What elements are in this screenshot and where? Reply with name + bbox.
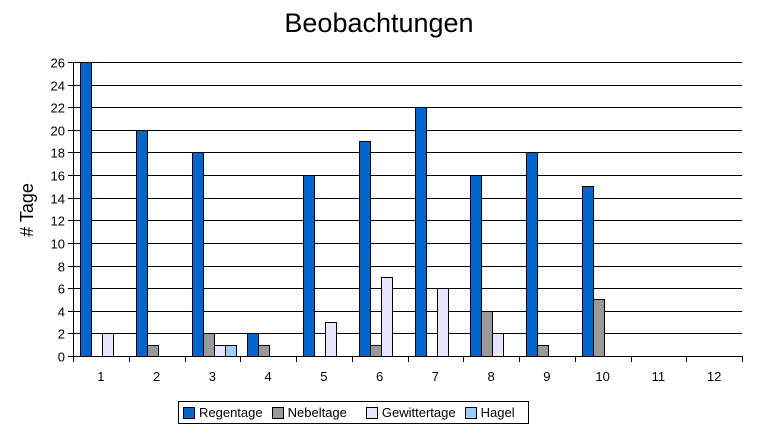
- bar-gewittertage-6: [381, 277, 393, 357]
- bar-gewittertage-1: [102, 333, 114, 357]
- bar-hagel-3: [225, 345, 237, 357]
- x-tick-label: 12: [707, 369, 721, 384]
- y-tick-label: 14: [51, 192, 65, 207]
- bar-regentage-4: [247, 333, 259, 357]
- bar-gewittertage-8: [492, 333, 504, 357]
- legend-item-hagel: Hagel: [464, 405, 515, 420]
- bar-regentage-10: [582, 186, 594, 357]
- y-tick-label: 10: [51, 237, 65, 252]
- x-tick-label: 7: [432, 369, 439, 384]
- legend-swatch: [183, 406, 195, 419]
- bar-gewittertage-5: [325, 322, 337, 357]
- legend-label: Gewittertage: [381, 405, 456, 420]
- bar-nebeltage-3: [203, 333, 215, 357]
- legend-swatch: [365, 406, 378, 419]
- bar-nebeltage-4: [258, 345, 270, 357]
- bar-regentage-8: [470, 175, 482, 357]
- y-tick-label: 12: [51, 214, 65, 229]
- y-tick-label: 16: [51, 169, 65, 184]
- bar-nebeltage-10: [593, 299, 605, 357]
- x-tick-label: 2: [153, 369, 160, 384]
- y-tick-label: 20: [51, 124, 65, 139]
- bar-regentage-5: [303, 175, 315, 357]
- legend-item-regentage: Regentage: [183, 405, 263, 420]
- legend-label: Hagel: [480, 405, 515, 420]
- x-tick-label: 3: [209, 369, 216, 384]
- y-tick-label: 22: [51, 101, 65, 116]
- legend-label: Nebeltage: [287, 405, 347, 420]
- bar-regentage-9: [526, 152, 538, 357]
- bar-nebeltage-9: [537, 345, 549, 357]
- legend-swatch: [464, 406, 477, 419]
- bar-regentage-1: [80, 62, 92, 357]
- bar-regentage-7: [415, 107, 427, 357]
- chart-title: Beobachtungen: [284, 8, 474, 38]
- x-tick-label: 5: [320, 369, 327, 384]
- y-tick-label: 0: [58, 350, 65, 365]
- legend-item-gewittertage: Gewittertage: [365, 405, 456, 420]
- bar-nebeltage-2: [147, 345, 159, 357]
- x-tick-label: 10: [595, 369, 609, 384]
- x-tick-label: 1: [97, 369, 104, 384]
- y-tick-label: 24: [51, 79, 65, 94]
- y-tick-label: 4: [58, 305, 65, 320]
- y-tick-label: 26: [51, 56, 65, 71]
- bar-nebeltage-8: [481, 311, 493, 357]
- bar-gewittertage-3: [214, 345, 226, 357]
- x-tick-label: 6: [376, 369, 383, 384]
- legend-swatch: [271, 406, 284, 419]
- bar-gewittertage-7: [437, 288, 449, 357]
- y-tick-label: 8: [58, 260, 65, 275]
- bar-regentage-2: [136, 130, 148, 357]
- bar-nebeltage-6: [370, 345, 382, 357]
- y-tick-label: 18: [51, 146, 65, 161]
- legend-item-nebeltage: Nebeltage: [271, 405, 347, 420]
- bar-regentage-6: [359, 141, 371, 357]
- x-tick-label: 8: [488, 369, 495, 384]
- x-tick-label: 11: [652, 369, 666, 384]
- y-tick-label: 6: [58, 282, 65, 297]
- legend-label: Regentage: [199, 405, 263, 420]
- x-tick-label: 4: [265, 369, 272, 384]
- y-tick-label: 2: [58, 327, 65, 342]
- bar-regentage-3: [192, 152, 204, 357]
- legend: Regentage Nebeltage Gewittertage Hagel: [178, 401, 529, 424]
- x-tick-label: 9: [543, 369, 550, 384]
